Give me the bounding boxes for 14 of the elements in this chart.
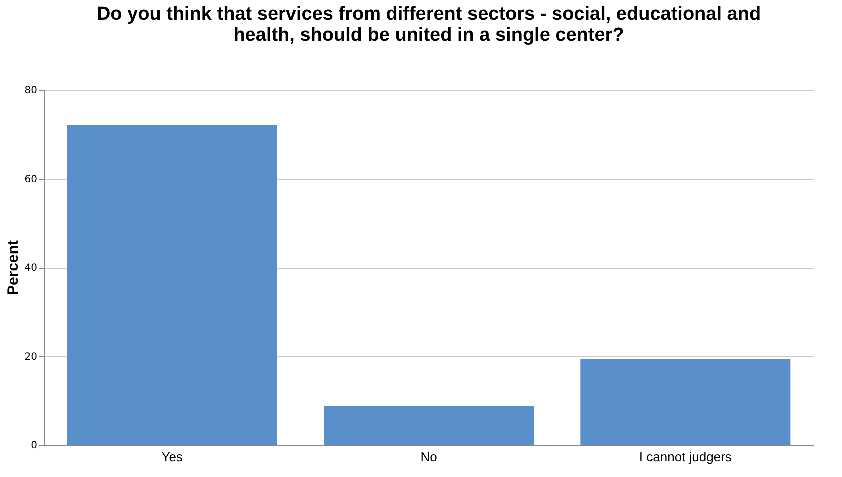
y-tick-label: 60 [24,174,38,186]
bar [580,359,791,445]
y-tick-label: 40 [24,263,38,274]
y-tick-label: 0 [31,440,38,452]
y-tick-label: 80 [24,86,38,96]
text: Do you think that services from different sectors - social, educational and [96,4,762,25]
text: health, should be united in a single center? [234,25,624,46]
y-axis-title: Percent [4,240,22,296]
x-tick-label: No [420,450,438,464]
y-tick-label: 20 [24,352,38,363]
bar [67,125,278,445]
bar [324,406,534,445]
x-tick-label: Yes [162,450,184,464]
x-tick-label: I cannot judgers [639,450,732,464]
